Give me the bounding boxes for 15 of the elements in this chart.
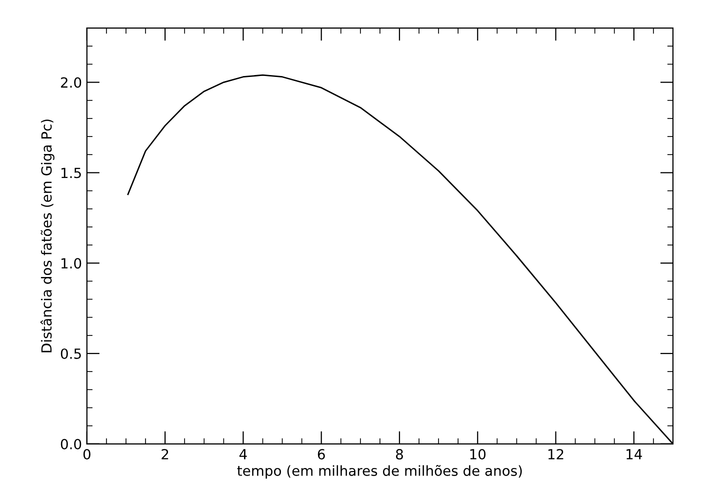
x-tick-label: 12 [548,448,564,460]
x-tick-label: 8 [396,448,403,460]
x-axis-title: tempo (em milhares de milhões de anos) [237,464,522,479]
y-axis-title: Distância dos fatões (em Giga Pc) [40,120,54,352]
x-tick-label: 6 [318,448,325,460]
x-tick-label: 10 [470,448,486,460]
x-tick-label: 0 [83,448,90,460]
y-tick-label: 1.0 [62,258,82,269]
y-tick-label: 2.0 [60,77,82,88]
y-tick-label: 1.5 [62,168,81,178]
x-tick-label: 2 [162,448,168,460]
x-tick-label: 14 [626,449,642,460]
y-tick-label: 0.0 [60,438,82,450]
y-tick-label: 0.5 [60,348,81,359]
x-tick-label: 4 [239,449,247,460]
